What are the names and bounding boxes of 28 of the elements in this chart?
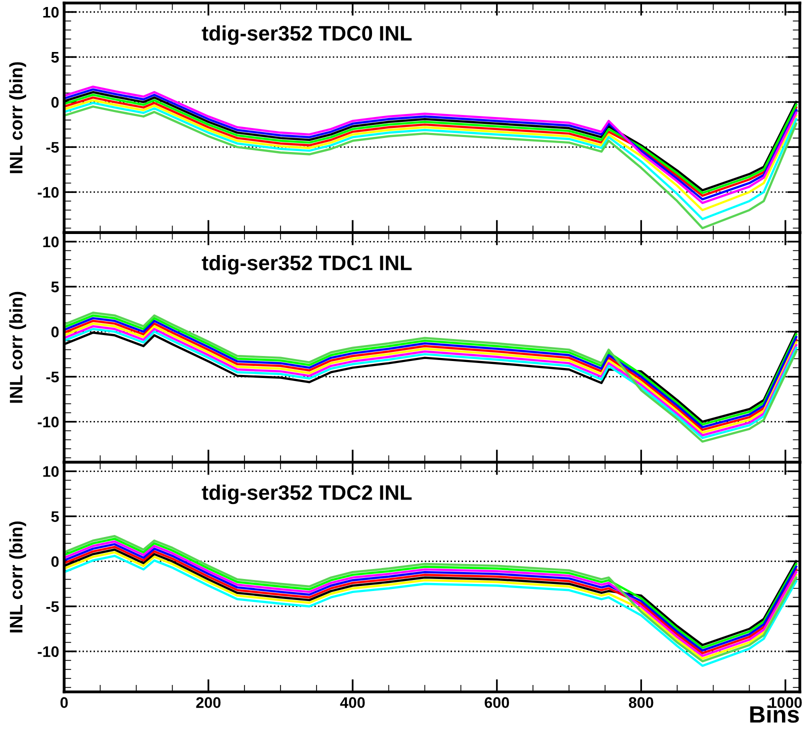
y-tick-label: -5 [46,372,59,382]
y-tick-label: -10 [38,416,59,428]
text: tdig-ser352 TDC1 INL [202,255,412,275]
x-tick-label: 1000 [769,697,802,708]
x-tick-label: 800 [628,697,654,708]
y-axis-title: INL corr (bin) [9,62,26,174]
y-tick-label: 10 [43,6,59,18]
y-tick-label: 0 [51,326,59,338]
text: tdig-ser352 TDC2 INL [202,484,412,504]
x-tick-label: 200 [196,697,221,708]
y-tick-label: -10 [38,186,59,198]
y-tick-label: 10 [43,466,59,477]
y-tick-label: -10 [38,646,59,658]
y-tick-label: 5 [51,282,59,292]
y-tick-label: 5 [51,52,59,63]
x-axis-title: Bins [750,705,799,723]
x-tick-label: 400 [340,697,365,708]
y-tick-label: -5 [46,142,59,153]
y-tick-label: 5 [51,511,59,522]
x-tick-label: 600 [484,697,510,708]
y-axis-title: INL corr (bin) [9,521,26,632]
x-tick-label: 0 [60,697,68,708]
y-tick-label: 10 [43,236,59,248]
y-axis-title: INL corr (bin) [9,292,26,403]
text: tdig-ser352 TDC0 INL [202,25,412,45]
y-tick-label: 0 [51,96,59,108]
y-tick-label: -5 [46,601,59,612]
y-tick-label: 0 [51,556,59,568]
